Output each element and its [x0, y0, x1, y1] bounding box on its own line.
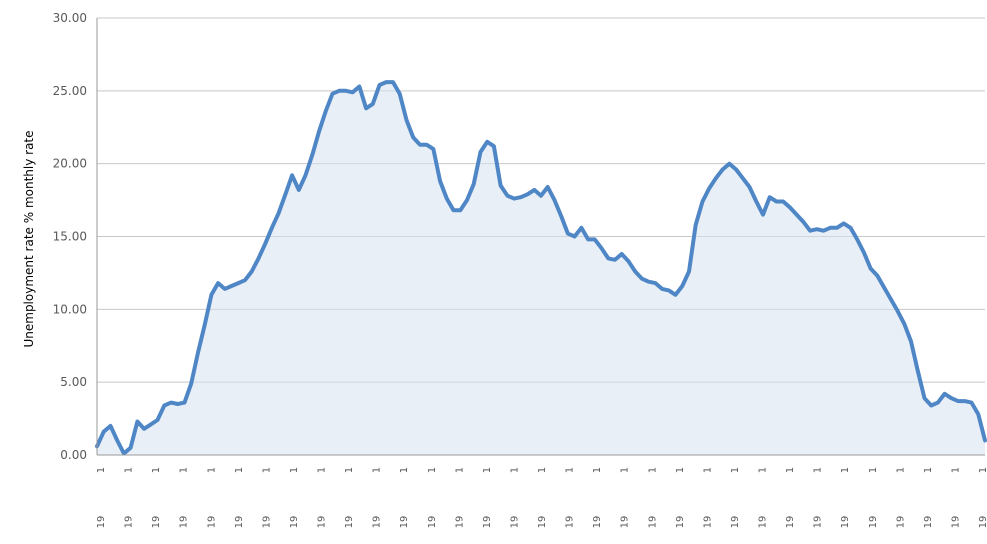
x-tick-label: 1 — [261, 467, 272, 473]
x-tick-label: 1 — [675, 467, 686, 473]
x-tick-label: 19 — [592, 516, 603, 529]
x-tick-label: 19 — [317, 516, 328, 529]
x-tick-label: 19 — [151, 516, 162, 529]
x-tick-label: 1 — [96, 467, 107, 473]
x-tick-label: 1 — [758, 467, 769, 473]
x-tick-label: 19 — [868, 516, 879, 529]
x-tick-label: 1 — [206, 467, 217, 473]
x-tick-label: 19 — [702, 516, 713, 529]
x-tick-label: 19 — [950, 516, 961, 529]
x-tick-label: 19 — [261, 516, 272, 529]
x-tick-label: 19 — [372, 516, 383, 529]
x-tick-label: 19 — [978, 516, 987, 529]
x-tick-label: 1 — [344, 467, 355, 473]
x-tick-label: 1 — [289, 467, 300, 473]
x-tick-label: 19 — [895, 516, 906, 529]
x-tick-label: 19 — [730, 516, 741, 529]
x-tick-label: 1 — [895, 467, 906, 473]
y-tick-label: 5.00 — [60, 375, 87, 389]
x-tick-label: 1 — [923, 467, 934, 473]
x-tick-label: 1 — [978, 467, 987, 473]
x-tick-label: 19 — [785, 516, 796, 529]
x-tick-label: 19 — [482, 516, 493, 529]
x-tick-label: 19 — [675, 516, 686, 529]
x-tick-label: 1 — [868, 467, 879, 473]
x-tick-label: 1 — [840, 467, 851, 473]
x-tick-label: 19 — [454, 516, 465, 529]
x-tick-label: 19 — [840, 516, 851, 529]
x-tick-label: 1 — [482, 467, 493, 473]
x-tick-label: 1 — [124, 467, 135, 473]
x-tick-label: 1 — [647, 467, 658, 473]
x-tick-label: 1 — [950, 467, 961, 473]
x-tick-label: 1 — [813, 467, 824, 473]
x-tick-label: 1 — [730, 467, 741, 473]
area-fill — [97, 82, 985, 455]
x-axis-ticks: 1 19 1 19 1 19 1 19 1 19 1 19 1 19 1 19 1 19 1 19 1 19 1 19 1 19 1… — [96, 467, 987, 529]
x-tick-label: 1 — [509, 467, 520, 473]
x-tick-label: 1 — [454, 467, 465, 473]
x-tick-label: 19 — [234, 516, 245, 529]
x-tick-label: 1 — [565, 467, 576, 473]
x-tick-label: 1 — [785, 467, 796, 473]
x-tick-label: 1 — [151, 467, 162, 473]
y-tick-label: 30.00 — [53, 11, 87, 25]
x-tick-label: 19 — [565, 516, 576, 529]
y-tick-label: 15.00 — [53, 230, 87, 244]
x-tick-label: 19 — [344, 516, 355, 529]
x-tick-label: 19 — [923, 516, 934, 529]
y-tick-label: 20.00 — [53, 157, 87, 171]
x-tick-label: 1 — [317, 467, 328, 473]
x-tick-label: 19 — [96, 516, 107, 529]
x-tick-label: 1 — [234, 467, 245, 473]
x-tick-label: 19 — [179, 516, 190, 529]
x-tick-label: 1 — [702, 467, 713, 473]
y-tick-label: 10.00 — [53, 302, 87, 316]
x-tick-label: 19 — [206, 516, 217, 529]
x-tick-label: 19 — [537, 516, 548, 529]
series-line — [95, 80, 987, 456]
x-tick-label: 1 — [592, 467, 603, 473]
x-tick-label: 19 — [399, 516, 410, 529]
x-tick-label: 19 — [647, 516, 658, 529]
x-tick-label: 19 — [509, 516, 520, 529]
x-tick-label: 1 — [399, 467, 410, 473]
x-tick-label: 1 — [372, 467, 383, 473]
x-tick-label: 1 — [427, 467, 438, 473]
x-tick-label: 19 — [620, 516, 631, 529]
x-tick-label: 19 — [758, 516, 769, 529]
x-tick-label: 1 — [179, 467, 190, 473]
y-axis-title: Unemployment rate % monthly rate — [22, 130, 36, 347]
y-tick-label: 25.00 — [53, 84, 87, 98]
x-tick-label: 1 — [620, 467, 631, 473]
x-tick-label: 19 — [813, 516, 824, 529]
x-tick-label: 19 — [289, 516, 300, 529]
y-tick-label: 0.00 — [60, 448, 87, 462]
x-tick-label: 19 — [427, 516, 438, 529]
x-tick-label: 19 — [124, 516, 135, 529]
x-tick-label: 1 — [537, 467, 548, 473]
y-axis-ticks: 0.00 5.00 10.00 15.00 20.00 25.00 30.00 — [53, 11, 87, 462]
